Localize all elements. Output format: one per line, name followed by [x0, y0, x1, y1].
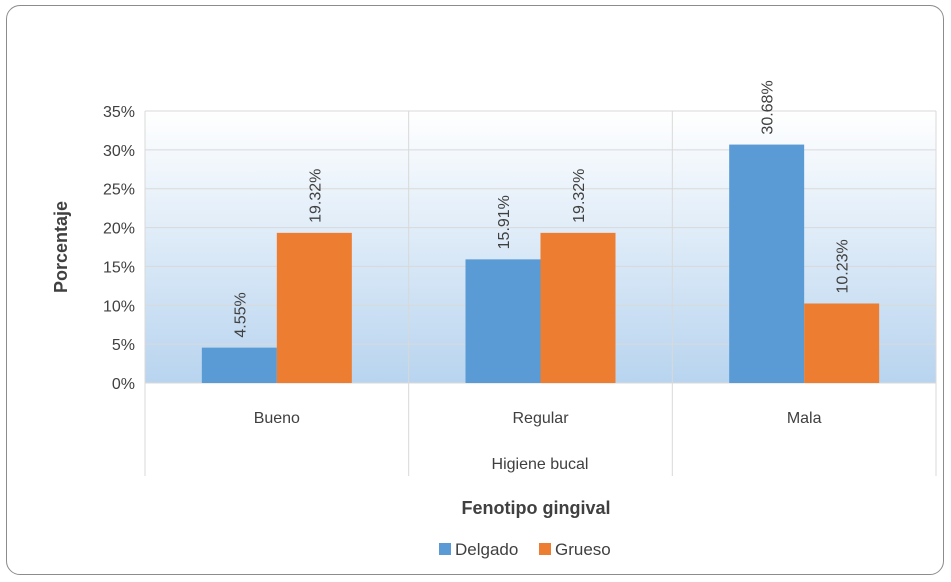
bar-delgado-regular	[465, 259, 541, 383]
bars	[201, 144, 880, 383]
legend-label-delgado: Delgado	[455, 540, 518, 559]
data-label: 30.68%	[760, 80, 777, 134]
legend-swatch-grueso	[539, 543, 551, 555]
y-tick-label: 5%	[112, 337, 135, 354]
bar-grueso-regular	[540, 232, 616, 383]
x-tick-label: Bueno	[254, 410, 300, 427]
data-label: 19.32%	[307, 169, 324, 223]
y-tick-label: 15%	[103, 259, 135, 276]
bar-grueso-mala	[804, 303, 880, 383]
bar-grueso-bueno	[276, 232, 352, 383]
data-label: 4.55%	[232, 292, 249, 337]
data-labels: 4.55% 19.32% 15.91% 19.32% 30.68% 10.23%	[232, 80, 851, 337]
x-tick-labels: Bueno Regular Mala	[254, 410, 822, 427]
y-axis-title: Porcentaje	[51, 201, 71, 293]
x-axis-title: Fenotipo gingival	[462, 498, 611, 518]
legend-swatch-delgado	[439, 543, 451, 555]
data-label: 19.32%	[571, 169, 588, 223]
bar-delgado-mala	[729, 144, 805, 383]
category-axis-label: Higiene bucal	[492, 456, 589, 473]
x-tick-label: Regular	[512, 410, 569, 427]
data-label: 15.91%	[496, 195, 513, 249]
legend-label-grueso: Grueso	[555, 540, 611, 559]
y-tick-label: 10%	[103, 298, 135, 315]
bar-delgado-bueno	[201, 347, 277, 383]
data-label: 10.23%	[835, 239, 852, 293]
y-tick-label: 0%	[112, 376, 135, 393]
y-tick-label: 35%	[103, 104, 135, 121]
y-tick-labels: 0% 5% 10% 15% 20% 25% 30% 35%	[103, 104, 135, 393]
y-tick-label: 30%	[103, 143, 135, 160]
y-tick-label: 20%	[103, 221, 135, 238]
legend: Delgado Grueso	[439, 540, 611, 559]
x-tick-label: Mala	[787, 410, 822, 427]
y-tick-label: 25%	[103, 182, 135, 199]
